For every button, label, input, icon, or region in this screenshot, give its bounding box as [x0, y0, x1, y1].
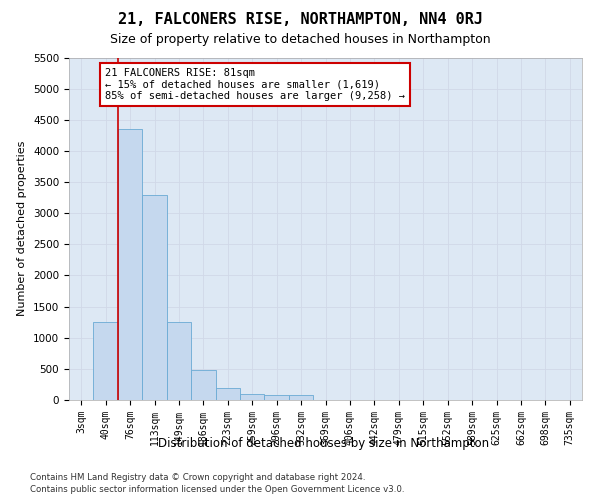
- Bar: [142, 194, 167, 400]
- Bar: [118, 129, 142, 400]
- Bar: [215, 388, 240, 400]
- Text: Distribution of detached houses by size in Northampton: Distribution of detached houses by size …: [158, 438, 490, 450]
- Text: Contains public sector information licensed under the Open Government Licence v3: Contains public sector information licen…: [30, 485, 404, 494]
- Text: 21 FALCONERS RISE: 81sqm
← 15% of detached houses are smaller (1,619)
85% of sem: 21 FALCONERS RISE: 81sqm ← 15% of detach…: [105, 68, 405, 101]
- Bar: [94, 322, 118, 400]
- Bar: [240, 394, 265, 400]
- Bar: [289, 396, 313, 400]
- Text: 21, FALCONERS RISE, NORTHAMPTON, NN4 0RJ: 21, FALCONERS RISE, NORTHAMPTON, NN4 0RJ: [118, 12, 482, 28]
- Bar: [265, 396, 289, 400]
- Y-axis label: Number of detached properties: Number of detached properties: [17, 141, 28, 316]
- Bar: [191, 370, 215, 400]
- Text: Size of property relative to detached houses in Northampton: Size of property relative to detached ho…: [110, 32, 490, 46]
- Bar: [167, 322, 191, 400]
- Text: Contains HM Land Registry data © Crown copyright and database right 2024.: Contains HM Land Registry data © Crown c…: [30, 472, 365, 482]
